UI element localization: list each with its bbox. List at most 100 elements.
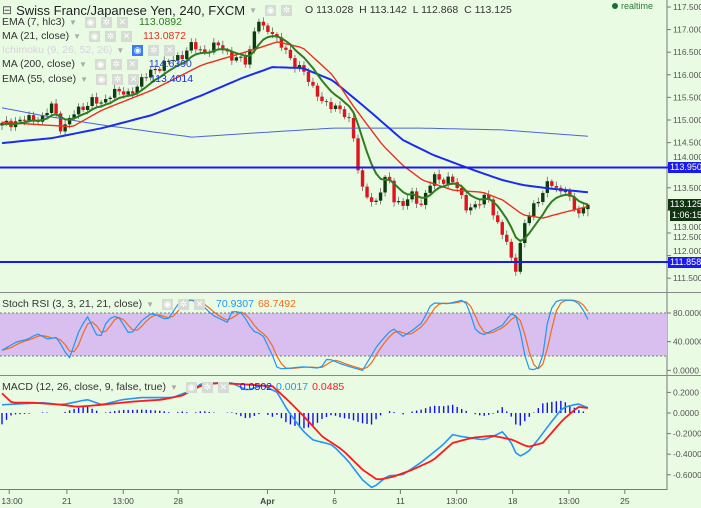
collapse-icon[interactable]: ⊟ bbox=[2, 3, 13, 17]
candle bbox=[94, 97, 99, 104]
candle bbox=[419, 203, 423, 205]
gear-icon[interactable]: ✲ bbox=[178, 298, 189, 310]
macd-tick-label: -0.6000 bbox=[673, 470, 701, 480]
close-icon[interactable]: ✕ bbox=[121, 30, 133, 42]
legend-macd: MACD (12, 26, close, 9, false, true) ▼ ◉ ✲… bbox=[0, 380, 344, 394]
gear-icon[interactable]: ✲ bbox=[112, 73, 124, 85]
price-tick-label: 117.0000 bbox=[673, 25, 701, 35]
indicator-label[interactable]: EMA (7, hlc3) bbox=[2, 16, 66, 28]
candle bbox=[410, 191, 414, 200]
candle bbox=[311, 81, 315, 86]
candle bbox=[428, 185, 432, 193]
candle bbox=[171, 60, 175, 62]
symbol-legend: ⊟ Swiss Franc/Japanese Yen, 240, FXCM ▼ … bbox=[0, 1, 512, 19]
indicator-label[interactable]: MA (200, close) bbox=[2, 58, 75, 70]
price-tick-label: 114.0000 bbox=[673, 152, 701, 162]
gear-icon[interactable]: ✲ bbox=[110, 58, 122, 70]
time-tick-label: 25 bbox=[620, 496, 630, 506]
candle bbox=[437, 174, 441, 180]
candle bbox=[333, 105, 338, 109]
stoch-k-value: 70.9307 bbox=[216, 298, 254, 310]
candle bbox=[176, 55, 180, 61]
candle bbox=[270, 31, 275, 35]
candle bbox=[496, 215, 500, 223]
gear-icon[interactable]: ✲ bbox=[201, 381, 213, 393]
indicator-label[interactable]: MACD (12, 26, close, 9, false, true) bbox=[2, 381, 166, 393]
candle bbox=[356, 138, 360, 171]
eye-icon[interactable]: ◉ bbox=[89, 30, 101, 42]
legend-ema7: EMA (7, hlc3) ▼ ◉ ✲ ✕ 113.0892 bbox=[0, 15, 182, 29]
resistance-price-label: 113.950 bbox=[668, 162, 701, 173]
candle bbox=[252, 31, 257, 50]
close-icon[interactable]: ✕ bbox=[194, 298, 205, 310]
candle bbox=[117, 88, 121, 92]
eye-icon[interactable]: ◉ bbox=[94, 58, 106, 70]
macd-line bbox=[1, 382, 589, 489]
eye-icon[interactable]: ◉ bbox=[185, 381, 197, 393]
candle bbox=[144, 77, 148, 79]
indicator-label[interactable]: EMA (55, close) bbox=[2, 73, 77, 85]
chevron-down-icon[interactable]: ▼ bbox=[73, 31, 82, 41]
candle bbox=[297, 65, 302, 69]
time-tick-label: Apr bbox=[260, 496, 275, 506]
candle bbox=[536, 201, 541, 204]
eye-icon[interactable]: ◉ bbox=[84, 16, 96, 28]
symbol-title[interactable]: Swiss Franc/Japanese Yen, 240, FXCM bbox=[16, 2, 246, 18]
chevron-down-icon[interactable]: ▼ bbox=[78, 59, 87, 69]
price-tick-label: 113.0000 bbox=[673, 222, 701, 232]
close-icon[interactable]: ✕ bbox=[217, 381, 229, 393]
indicator-label[interactable]: MA (21, close) bbox=[2, 30, 70, 42]
candle bbox=[225, 50, 230, 52]
time-tick-label: 18 bbox=[508, 496, 518, 506]
price-tick-label: 112.0000 bbox=[673, 246, 701, 256]
candle bbox=[563, 191, 568, 193]
close-icon[interactable]: ✕ bbox=[116, 16, 128, 28]
candle bbox=[158, 69, 162, 71]
indicator-label[interactable]: Stoch RSI (3, 3, 21, 21, close) bbox=[2, 298, 143, 310]
candle bbox=[239, 56, 243, 58]
eye-icon[interactable]: ◉ bbox=[96, 73, 108, 85]
chevron-down-icon[interactable]: ▼ bbox=[169, 382, 178, 392]
chevron-down-icon[interactable]: ▼ bbox=[80, 74, 89, 84]
chevron-down-icon[interactable]: ▼ bbox=[69, 17, 77, 27]
candle bbox=[392, 180, 396, 203]
eye-icon[interactable]: ◉ bbox=[162, 298, 173, 310]
eye-icon[interactable]: ◉ bbox=[265, 4, 277, 16]
indicator-label[interactable]: Ichimoku (9, 26, 52, 26) bbox=[2, 44, 113, 56]
close-icon[interactable]: ✕ bbox=[126, 58, 138, 70]
close-icon[interactable]: ✕ bbox=[128, 73, 140, 85]
price-tick-label: 113.5000 bbox=[673, 183, 701, 193]
candle bbox=[167, 60, 171, 62]
close-icon[interactable]: ✕ bbox=[164, 44, 176, 56]
candle bbox=[405, 199, 410, 206]
candle bbox=[58, 113, 63, 132]
eye-icon[interactable]: ◉ bbox=[132, 44, 144, 56]
chevron-down-icon[interactable]: ▼ bbox=[249, 5, 258, 15]
gear-icon[interactable]: ✲ bbox=[105, 30, 117, 42]
candle bbox=[121, 91, 126, 95]
candle bbox=[45, 112, 49, 116]
candle bbox=[514, 257, 518, 272]
candle bbox=[185, 50, 189, 60]
candle bbox=[581, 207, 586, 214]
price-tick-label: 116.0000 bbox=[673, 70, 701, 80]
gear-icon[interactable]: ✲ bbox=[281, 4, 293, 16]
gear-icon[interactable]: ✲ bbox=[100, 16, 112, 28]
candle bbox=[383, 176, 387, 193]
macd-tick-label: -0.2000 bbox=[673, 429, 701, 439]
price-tick-label: 111.5000 bbox=[673, 273, 701, 283]
candle bbox=[90, 97, 94, 106]
candle bbox=[478, 204, 482, 206]
candle bbox=[491, 199, 495, 216]
realtime-status: realtime bbox=[612, 1, 653, 11]
candle bbox=[149, 69, 153, 78]
candle bbox=[365, 186, 369, 198]
candle bbox=[99, 102, 103, 104]
candle bbox=[532, 203, 536, 217]
candle bbox=[423, 192, 428, 205]
candle bbox=[464, 195, 468, 211]
gear-icon[interactable]: ✲ bbox=[148, 44, 160, 56]
chevron-down-icon[interactable]: ▼ bbox=[146, 299, 154, 309]
chevron-down-icon[interactable]: ▼ bbox=[116, 45, 125, 55]
